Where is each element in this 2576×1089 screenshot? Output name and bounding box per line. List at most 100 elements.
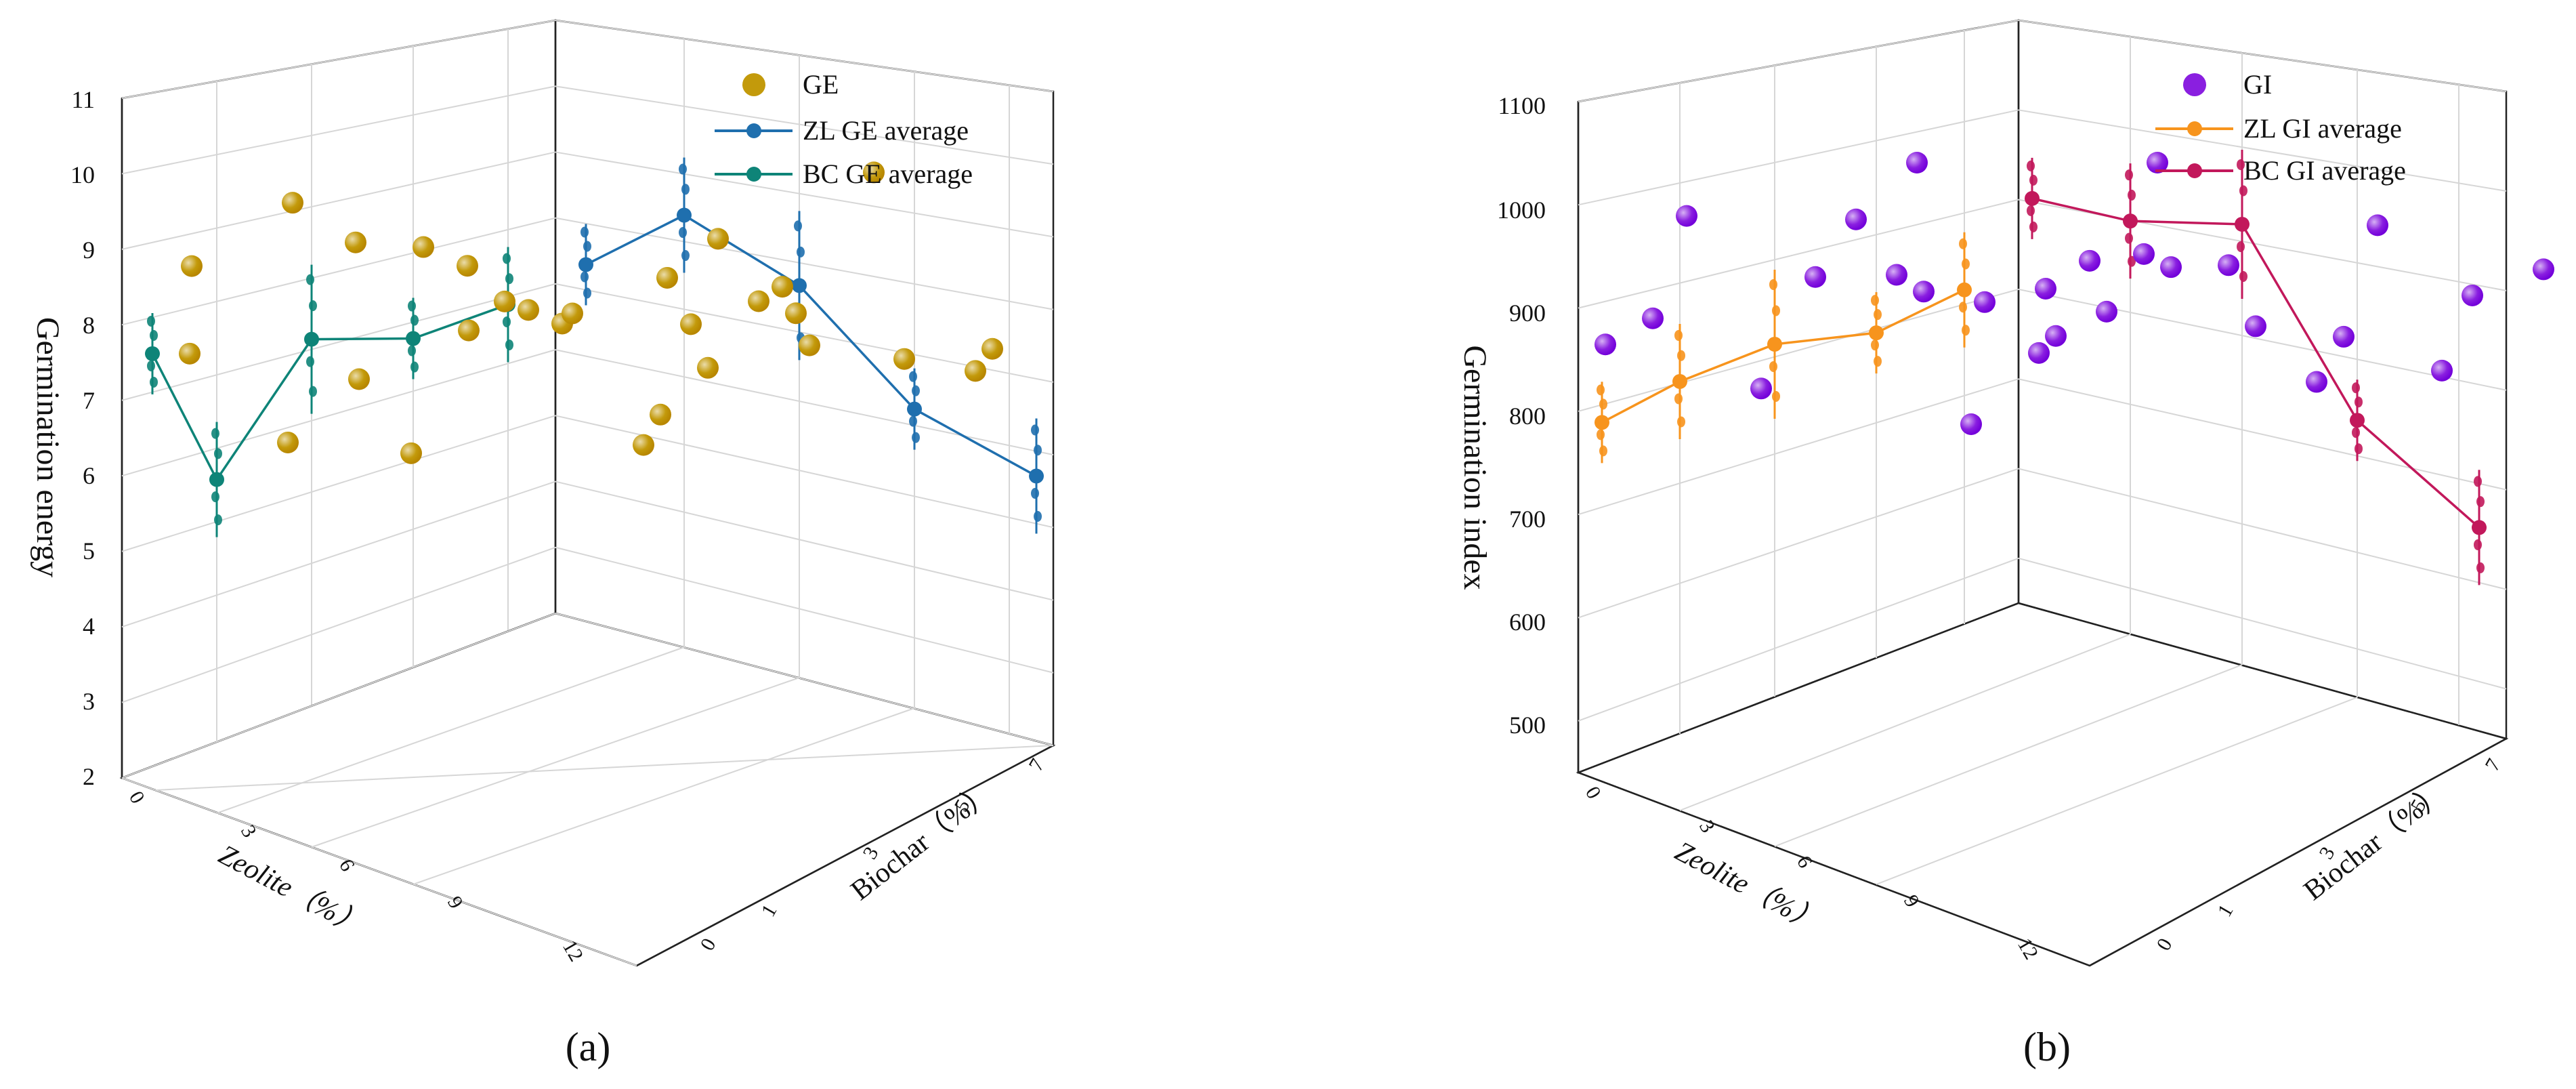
z-tick-label: 1 [2213,901,2237,920]
zl-replicate-point [1597,384,1605,396]
bc-replicate-point [309,300,317,312]
zl-replicate-point [912,432,920,443]
zl-replicate-point [1677,350,1685,361]
grid-row [1578,378,2019,516]
zl-replicate-point [1769,279,1777,290]
bc-replicate-point [503,316,511,327]
z-axis-label-b: Biochar（%） [2298,777,2452,907]
zl-replicate-point [909,415,917,427]
bc-replicate-point [410,314,419,326]
z-axis-label-a: Biochar（%） [845,777,999,907]
bc-replicate-point [505,339,513,350]
zl-replicate-point [912,385,920,396]
bc-replicate-point [306,356,314,367]
zl-average-point [1029,468,1044,484]
measurement-sphere [863,161,885,184]
bc-replicate-point [408,300,416,312]
zl-replicate-point [1962,325,1970,336]
measurement-sphere [2431,359,2453,382]
front-right-edge-a [636,744,1054,967]
zl-replicate-point [1962,258,1970,270]
measurement-sphere [1960,413,1982,435]
x-axis-label-a: Zeolite（%） [213,839,369,941]
bc-replicate-point [2355,396,2363,408]
left-wall-b [1577,19,2020,774]
y-tick-label: 6 [83,462,95,489]
bc-average-point [2235,216,2250,232]
zl-replicate-point [1874,356,1882,367]
bc-replicate-point [211,428,219,439]
zl-replicate-point [1674,329,1683,341]
legend-marker-bc [2187,163,2202,178]
z-tick-label: 1 [757,901,781,920]
zl-replicate-point [1034,445,1042,456]
bc-replicate-point [2027,205,2035,216]
legend-label-ge: GE [803,69,839,100]
zl-replicate-point [1674,393,1683,405]
y-axis-ticks-a: 2 3 4 5 6 7 8 9 10 11 [70,86,95,790]
bc-replicate-point [505,273,513,285]
measurement-sphere [2160,256,2182,279]
grid-rows-b [1578,20,2507,722]
chart-panel-b: 500 600 700 800 900 1000 1100 Germinatio… [1457,19,2554,1069]
zl-replicate-point [679,227,687,239]
measurement-sphere [2133,243,2155,265]
bc-replicate-point [2237,159,2245,170]
measurement-sphere [458,319,480,342]
y-tick-label: 5 [83,537,95,564]
y-tick-label: 800 [1509,403,1546,430]
measurement-sphere [348,368,370,390]
x-tick-label: 0 [1581,783,1605,802]
measurement-sphere [2218,254,2239,276]
grid-row [555,349,1054,456]
y-tick-label: 600 [1509,609,1546,636]
bc-replicate-point [2237,241,2245,252]
bc-average-point [2025,190,2040,206]
chart-panel-a: 2 3 4 5 6 7 8 9 10 11 Germination energy… [30,19,1056,1069]
y-tick-label: 500 [1509,712,1546,739]
measurement-sphere [1804,266,1826,288]
bc-replicate-point [2125,232,2133,244]
bc-replicate-point [214,448,222,459]
x-tick-label: 6 [335,855,359,875]
legend-b: GI ZL GI average BC GI average [2155,69,2406,186]
zl-replicate-point [909,371,917,382]
legend-label-bc: BC GE average [803,159,973,189]
measurement-sphere [181,255,203,277]
bc-average-point [209,472,224,487]
y-axis-label-a: Germination energy [30,317,66,577]
floor-a [119,612,1056,967]
bc-replicate-point [2476,562,2485,573]
grid-row [555,20,1054,92]
bc-replicate-point [2027,160,2035,171]
legend-marker-bc [746,167,761,182]
legend-label-zl: ZL GE average [803,115,969,146]
measurement-sphere [179,342,200,365]
measurement-sphere [697,356,719,379]
zl-replicate-point [580,271,589,283]
grid-row [1578,199,2019,309]
measurement-sphere [400,442,422,464]
grid-row [555,480,1054,601]
zl-replicate-point [1031,488,1039,499]
grid-row [2018,378,2507,491]
legend-label-zl: ZL GI average [2243,113,2402,144]
bc-replicate-point [408,345,416,356]
y-tick-label: 4 [83,613,95,640]
data-layer-b [1595,149,2554,585]
measurement-sphere [748,290,769,312]
measurement-sphere [2533,258,2554,281]
legend-marker-zl [2187,121,2202,136]
measurement-sphere [2147,152,2168,173]
caption-a: (a) [566,1025,611,1069]
zl-replicate-point [797,246,805,258]
grid-row [121,283,556,401]
measurement-sphere [494,290,515,312]
grid-row [121,85,556,175]
measurement-sphere [893,348,915,370]
zl-average-point [578,257,593,272]
y-axis-ticks-b: 500 600 700 800 900 1000 1100 [1497,92,1546,739]
zl-average-point [677,207,692,223]
measurement-sphere [2333,325,2355,348]
zl-average-point [907,401,922,417]
